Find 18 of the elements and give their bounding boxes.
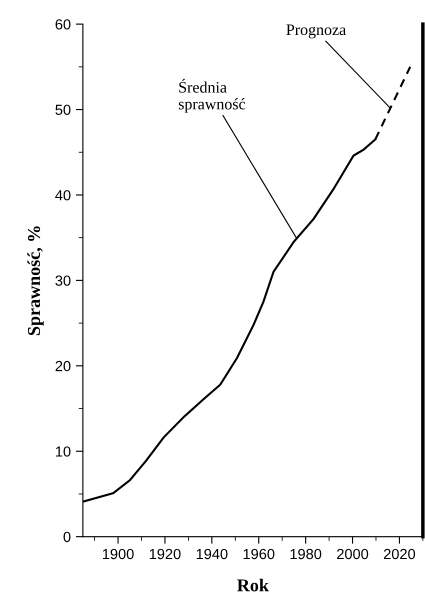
x-tick-label: 1980 [290, 548, 322, 560]
y-tick-label: 30 [55, 275, 70, 286]
y-axis-title: Sprawność, % [27, 226, 44, 336]
x-tick-label: 2000 [337, 548, 368, 560]
y-tick-label: 20 [56, 360, 70, 372]
y-tick-label: 0 [64, 532, 70, 542]
y-tick-label: 60 [56, 19, 70, 30]
x-tick-label: 1960 [244, 548, 274, 560]
x-tick-label: 2020 [384, 548, 416, 560]
annotation: Prognoza [286, 24, 346, 38]
x-tick-label: 1900 [102, 548, 134, 560]
x-axis-title: Rok [237, 578, 269, 592]
y-tick-label: 40 [55, 190, 70, 200]
y-tick-label: 50 [55, 104, 70, 115]
y-tick-label: 10 [56, 446, 70, 457]
annotation: Średnia sprawność [178, 78, 246, 113]
x-tick-label: 1940 [196, 548, 228, 560]
x-tick-label: 1920 [150, 548, 181, 560]
